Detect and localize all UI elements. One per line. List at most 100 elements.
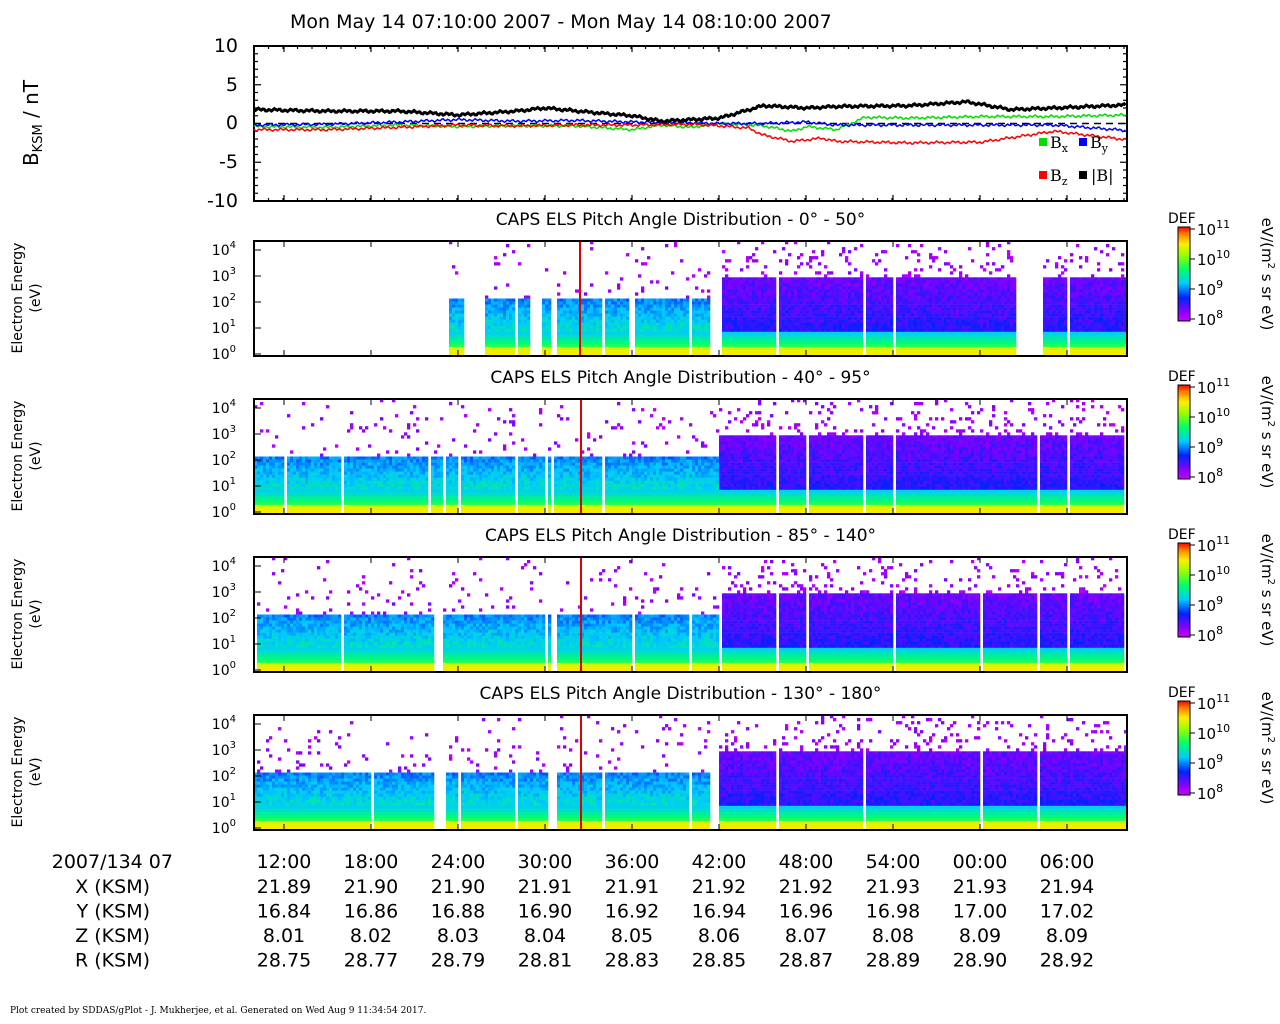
spectrogram-panels: CAPS ELS Pitch Angle Distribution - 0° -… (10, 210, 1276, 837)
ephemeris-value: 8.05 (611, 925, 653, 947)
ephemeris-row-label: R (KSM) (75, 950, 150, 972)
energy-axis-label: Electron Energy (10, 717, 26, 828)
energy-axis-unit: (eV) (28, 283, 44, 312)
ephemeris-value: 16.94 (692, 901, 746, 923)
energy-axis-label: Electron Energy (10, 559, 26, 670)
colorbar-tick-label: 1011 (1197, 692, 1230, 713)
energy-axis-unit: (eV) (28, 757, 44, 786)
time-tick-label: 24:00 (431, 851, 486, 873)
mag-ytick-label: -10 (207, 190, 238, 212)
colorbar (1177, 542, 1191, 638)
spectrogram-frame (253, 398, 1128, 515)
series-line-b (253, 99, 1127, 125)
ephemeris-value: 8.03 (437, 925, 479, 947)
time-tick-label: 54:00 (866, 851, 921, 873)
ephemeris-value: 16.90 (518, 901, 572, 923)
ephemeris-row-label: X (KSM) (75, 876, 150, 898)
time-tick-label: 12:00 (257, 851, 312, 873)
plot-title: Mon May 14 07:10:00 2007 - Mon May 14 08… (290, 11, 832, 33)
time-tick-label: 06:00 (1040, 851, 1095, 873)
mag-ylabel: BKSM / nT (19, 79, 46, 166)
plot-footer: Plot created by SDDAS/gPlot - J. Mukherj… (10, 1006, 426, 1016)
energy-axis-label: Electron Energy (10, 401, 26, 512)
ephemeris-value: 17.00 (953, 901, 1007, 923)
energy-axis-unit: (eV) (28, 441, 44, 470)
ephemeris-row-label: Z (KSM) (75, 925, 150, 947)
ephemeris-value: 16.88 (431, 901, 485, 923)
spectrogram-heatmap (449, 241, 1128, 357)
energy-tick-label: 100 (212, 344, 236, 363)
colorbar-tick-label: 108 (1197, 466, 1223, 487)
energy-tick-label: 104 (212, 398, 236, 417)
legend-swatch-btotal (1079, 171, 1087, 179)
legend-swatch-bx (1039, 138, 1047, 146)
time-tick-label: 36:00 (605, 851, 660, 873)
spectrogram-panel: CAPS ELS Pitch Angle Distribution - 40° … (10, 368, 1276, 521)
colorbar-def-label: DEF (1168, 211, 1196, 227)
spectrogram-title: CAPS ELS Pitch Angle Distribution - 85° … (485, 526, 876, 546)
mag-legend: Bx By Bz |B| (1039, 133, 1114, 188)
colorbar-tick-label: 1010 (1197, 248, 1230, 269)
ephemeris-value: 21.89 (257, 876, 311, 898)
ephemeris-value: 28.77 (344, 950, 398, 972)
ephemeris-value: 21.93 (953, 876, 1007, 898)
ephemeris-value: 8.02 (350, 925, 392, 947)
ephemeris-value: 21.92 (779, 876, 833, 898)
ephemeris-value: 16.86 (344, 901, 398, 923)
mag-tick-marks (254, 45, 1127, 202)
energy-tick-label: 101 (212, 318, 236, 337)
colorbar-tick-label: 108 (1197, 624, 1223, 645)
energy-tick-label: 103 (212, 424, 236, 443)
energy-tick-label: 102 (212, 608, 236, 627)
energy-tick-label: 104 (212, 556, 236, 575)
ephemeris-row-label: Y (KSM) (76, 901, 150, 923)
energy-tick-label: 102 (212, 766, 236, 785)
ephemeris-value: 21.94 (1040, 876, 1094, 898)
spectrogram-heatmap (254, 399, 1125, 515)
ephemeris-value: 21.90 (344, 876, 398, 898)
colorbar-tick-label: 1010 (1197, 722, 1230, 743)
ephemeris-value: 21.92 (692, 876, 746, 898)
colorbar-tick-label: 108 (1197, 782, 1223, 803)
spectrogram-title: CAPS ELS Pitch Angle Distribution - 0° -… (496, 210, 865, 230)
colorbar-def-label: DEF (1168, 527, 1196, 543)
ephemeris-table: X (KSM) 21.89 21.90 21.90 21.91 21.91 21.92 21.… (75, 876, 1094, 972)
colorbar (1177, 226, 1191, 322)
colorbar-unit-label: eV/(m2 s sr eV) (1258, 534, 1276, 647)
colorbar-tick-label: 108 (1197, 308, 1223, 329)
spectrogram-heatmap (254, 715, 1128, 831)
series-line-bx (253, 112, 1126, 133)
ephemeris-value: 28.92 (1040, 950, 1094, 972)
time-tick-label: 18:00 (344, 851, 399, 873)
spectrogram-panel: CAPS ELS Pitch Angle Distribution - 85° … (10, 526, 1276, 679)
ephemeris-value: 8.01 (263, 925, 305, 947)
time-axis: 2007/134 07 12:00 18:00 24:00 30:00 36:00 42:… (52, 851, 1095, 873)
colorbar-tick-label: 1011 (1197, 534, 1230, 555)
energy-tick-label: 101 (212, 634, 236, 653)
energy-tick-label: 100 (212, 660, 236, 679)
ephemeris-value: 8.07 (785, 925, 827, 947)
colorbar-tick-label: 109 (1197, 278, 1223, 299)
time-tick-label: 30:00 (518, 851, 573, 873)
series-line-bz (253, 122, 1126, 145)
colorbar-tick-label: 109 (1197, 752, 1223, 773)
ephemeris-value: 21.93 (866, 876, 920, 898)
ephemeris-value: 16.98 (866, 901, 920, 923)
ephemeris-value: 21.90 (431, 876, 485, 898)
energy-tick-label: 102 (212, 450, 236, 469)
ephemeris-value: 28.75 (257, 950, 311, 972)
legend-label-btotal: |B| (1091, 166, 1114, 185)
ephemeris-value: 8.08 (872, 925, 914, 947)
ephemeris-value: 28.81 (518, 950, 572, 972)
energy-tick-label: 101 (212, 792, 236, 811)
spectrogram-frame (253, 240, 1128, 357)
legend-label-by: By (1090, 133, 1109, 155)
colorbar (1177, 384, 1191, 480)
energy-axis-label: Electron Energy (10, 243, 26, 354)
ephemeris-value: 16.84 (257, 901, 311, 923)
spectrogram-title: CAPS ELS Pitch Angle Distribution - 130°… (480, 684, 882, 704)
legend-swatch-bz (1039, 171, 1047, 179)
colorbar (1177, 700, 1191, 796)
plot-canvas: Mon May 14 07:10:00 2007 - Mon May 14 08… (10, 11, 1276, 972)
mag-ytick-label: -5 (219, 151, 238, 173)
